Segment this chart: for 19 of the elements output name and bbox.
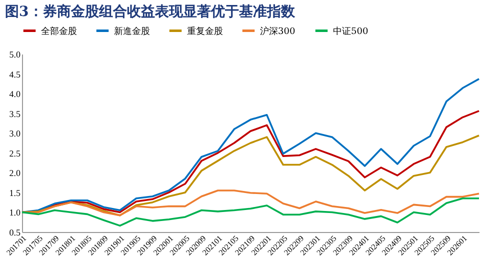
- legend-label: 沪深300: [260, 26, 296, 37]
- legend-label: 全部金股: [41, 26, 77, 37]
- y-tick-label: 0.5: [9, 228, 21, 238]
- chart-title: 图3：券商金股组合收益表现显著优于基准指数: [5, 3, 296, 20]
- y-tick-label: 2.0: [9, 168, 21, 178]
- line-series: [21, 78, 480, 214]
- y-tick-label: 1.5: [9, 188, 21, 198]
- y-tick-label: 2.5: [9, 148, 21, 158]
- y-tick-label: 5.0: [9, 50, 21, 60]
- line-series: [21, 134, 480, 216]
- legend-label: 新進金股: [114, 26, 150, 37]
- legend-label: 中证500: [333, 26, 368, 37]
- legend-label: 重复金股: [187, 26, 223, 37]
- y-tick-label: 4.5: [9, 69, 21, 80]
- y-tick-label: 3.5: [9, 108, 21, 119]
- y-tick-label: 3.0: [9, 128, 21, 139]
- y-tick-label: 1.0: [9, 208, 21, 218]
- line-series: [21, 197, 480, 227]
- y-tick-label: 4.0: [9, 89, 21, 100]
